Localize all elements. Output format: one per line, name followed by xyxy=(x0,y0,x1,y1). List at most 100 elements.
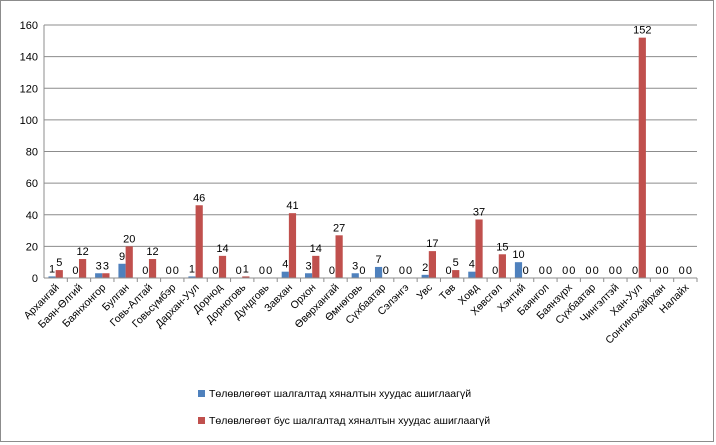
bar xyxy=(304,273,313,278)
bar xyxy=(475,219,483,278)
data-label: 0 xyxy=(383,265,389,277)
gridlines xyxy=(44,24,697,279)
data-label: 0 xyxy=(569,265,575,277)
legend-swatch xyxy=(198,417,205,424)
data-label: 4 xyxy=(469,259,475,271)
y-tick-label: 0 xyxy=(32,273,38,285)
bar xyxy=(218,255,227,278)
data-label: 3 xyxy=(103,260,109,272)
data-label: 0 xyxy=(212,265,218,277)
data-label: 0 xyxy=(445,265,451,277)
data-label: 0 xyxy=(492,265,498,277)
legend-swatch xyxy=(198,390,205,397)
data-label: 12 xyxy=(76,246,88,258)
data-label: 0 xyxy=(236,265,242,277)
data-label: 0 xyxy=(562,265,568,277)
bar xyxy=(281,271,289,278)
bar xyxy=(452,270,460,278)
data-label: 3 xyxy=(306,260,312,272)
bar xyxy=(514,262,523,278)
data-label: 0 xyxy=(359,265,365,277)
data-label: 0 xyxy=(609,265,615,277)
data-label: 0 xyxy=(266,265,272,277)
bar xyxy=(312,255,320,278)
bar xyxy=(428,251,437,278)
data-label: 0 xyxy=(399,265,405,277)
data-label: 0 xyxy=(329,265,335,277)
data-label: 0 xyxy=(523,265,529,277)
data-label: 0 xyxy=(632,265,638,277)
data-label: 1 xyxy=(189,263,195,275)
data-label: 4 xyxy=(282,259,288,271)
bar xyxy=(195,205,203,278)
data-label: 0 xyxy=(72,265,78,277)
bar xyxy=(125,246,133,278)
data-label: 10 xyxy=(512,249,524,261)
data-label: 0 xyxy=(679,265,685,277)
data-label: 0 xyxy=(585,265,591,277)
bar xyxy=(95,273,103,278)
bar xyxy=(48,276,56,278)
bar xyxy=(78,259,87,278)
y-tick-label: 40 xyxy=(26,210,38,222)
y-tick-label: 140 xyxy=(20,52,38,64)
data-label: 5 xyxy=(453,257,459,269)
bar xyxy=(188,276,196,278)
legend-label: Төлөвлөгөөт бус шалгалтад хяналтын хууда… xyxy=(209,415,490,427)
bars xyxy=(48,37,646,279)
bar xyxy=(468,271,476,278)
data-label: 0 xyxy=(539,265,545,277)
data-label: 0 xyxy=(166,265,172,277)
bar xyxy=(55,270,63,278)
bar xyxy=(288,213,297,278)
y-tick-label: 120 xyxy=(20,83,38,95)
data-label: 7 xyxy=(375,254,381,266)
data-label: 46 xyxy=(193,192,205,204)
data-label: 0 xyxy=(173,265,179,277)
bar xyxy=(638,37,646,279)
data-label: 2 xyxy=(422,262,428,274)
x-tick-label: Увс xyxy=(415,282,435,302)
bar xyxy=(102,273,110,278)
bar xyxy=(498,254,506,278)
legend-label: Төлөвлөгөөт шалгалтад хяналтын хуудас аш… xyxy=(209,388,471,400)
data-label: 9 xyxy=(119,251,125,263)
data-label: 0 xyxy=(593,265,599,277)
data-label: 0 xyxy=(616,265,622,277)
data-label: 3 xyxy=(96,260,102,272)
y-tick-label: 100 xyxy=(20,115,38,127)
bar xyxy=(374,266,383,278)
data-label: 1 xyxy=(243,263,249,275)
bar xyxy=(118,263,126,278)
data-label: 41 xyxy=(286,200,298,212)
legend: Төлөвлөгөөт шалгалтад хяналтын хуудас аш… xyxy=(198,388,490,427)
data-label: 27 xyxy=(333,222,345,234)
x-axis: АрхангайБаян-ӨлгийБаянхонгорБулганГовь-А… xyxy=(22,277,698,347)
y-tick-label: 80 xyxy=(26,147,38,159)
data-label: 0 xyxy=(546,265,552,277)
data-label: 3 xyxy=(352,260,358,272)
data-label: 14 xyxy=(310,243,322,255)
data-label: 0 xyxy=(406,265,412,277)
data-label: 152 xyxy=(633,25,651,37)
data-label: 5 xyxy=(56,257,62,269)
data-label: 37 xyxy=(473,206,485,218)
bar xyxy=(148,259,157,278)
y-tick-label: 20 xyxy=(26,241,38,253)
data-label: 17 xyxy=(426,238,438,250)
data-label: 1 xyxy=(49,263,55,275)
data-label: 0 xyxy=(663,265,669,277)
data-label: 14 xyxy=(216,243,228,255)
data-label: 0 xyxy=(259,265,265,277)
y-tick-label: 60 xyxy=(26,178,38,190)
bar xyxy=(351,273,359,278)
bar xyxy=(335,235,343,278)
data-label: 12 xyxy=(146,246,158,258)
data-label: 20 xyxy=(123,233,135,245)
y-axis: 0 20 40 60 80 100 120 140 160 xyxy=(20,20,45,285)
data-label: 0 xyxy=(686,265,692,277)
data-label: 0 xyxy=(142,265,148,277)
